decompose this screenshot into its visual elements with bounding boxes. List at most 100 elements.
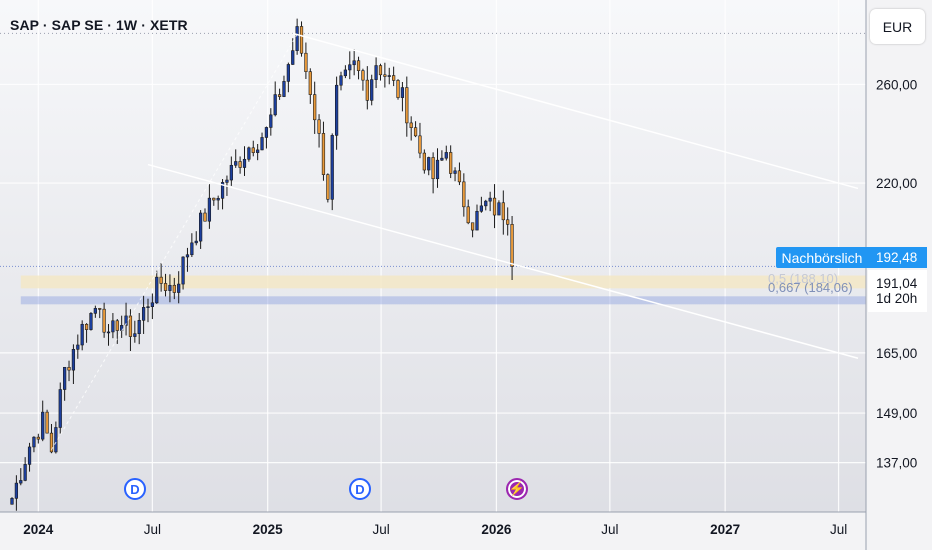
chart-title: SAP · SAP SE · 1W · XETR — [10, 17, 188, 33]
candle — [308, 68, 312, 104]
candle-body-up — [19, 480, 23, 484]
after-hours-label: Nachbörslich — [776, 247, 868, 268]
candle — [418, 122, 422, 159]
candle — [396, 79, 400, 100]
candle-body-up — [137, 320, 141, 334]
y-axis-tick-label: 137,00 — [876, 456, 917, 471]
candle — [405, 76, 409, 137]
candle — [84, 323, 89, 343]
candle-body-down — [313, 94, 317, 121]
candle-body-up — [352, 60, 356, 66]
candle — [172, 277, 176, 300]
candle-body-down — [413, 127, 418, 137]
candle — [23, 457, 27, 482]
candle-body-up — [435, 159, 440, 180]
candle — [317, 114, 321, 148]
candle-body-up — [330, 135, 334, 200]
candle-body-down — [510, 224, 514, 267]
candle-body-down — [470, 222, 475, 231]
candle-body-down — [326, 174, 330, 200]
candle — [295, 18, 299, 55]
candle — [449, 145, 453, 179]
candle — [80, 320, 84, 351]
candle — [58, 382, 62, 434]
candle-body-down — [365, 79, 369, 101]
candle — [260, 132, 264, 151]
candle — [470, 222, 475, 238]
candle — [159, 262, 163, 292]
candle — [427, 156, 431, 176]
candle-body-up — [76, 344, 80, 350]
x-axis-tick-label: 2026 — [481, 522, 512, 537]
candle-body-down — [396, 80, 400, 98]
x-axis-tick-label: 2025 — [253, 522, 284, 537]
dividend-event-icon[interactable]: D — [124, 478, 146, 500]
candle-body-up — [124, 315, 128, 326]
trendlines — [51, 32, 859, 451]
candle — [264, 126, 269, 149]
candle-body-up — [282, 81, 286, 97]
candle-body-up — [168, 284, 172, 291]
candle — [49, 423, 54, 454]
candle-body-up — [225, 179, 229, 183]
candle-body-down — [251, 147, 255, 153]
candle — [146, 298, 150, 323]
candle-body-down — [159, 276, 163, 284]
x-axis-tick-label: Jul — [830, 522, 847, 537]
candle-body-up — [58, 389, 62, 428]
candle — [343, 65, 348, 79]
candle — [181, 256, 185, 290]
candle-body-down — [462, 181, 466, 208]
candle — [89, 312, 93, 331]
earnings-event-icon[interactable]: ⚡ — [506, 478, 528, 500]
candle — [453, 167, 457, 182]
candle-body-up — [286, 64, 290, 82]
candle — [326, 173, 330, 203]
candle — [238, 156, 242, 174]
candle-body-up — [247, 147, 251, 160]
candle-body-up — [295, 26, 299, 51]
countdown: 1d 20h — [876, 291, 918, 306]
candle-body-up — [80, 323, 84, 346]
candle-body-up — [475, 210, 479, 231]
candle — [479, 196, 483, 213]
candle-body-down — [405, 87, 409, 124]
candle-body-up — [32, 436, 36, 448]
candle-body-down — [212, 197, 216, 201]
candle-body-up — [207, 197, 212, 222]
candle-body-up — [343, 69, 348, 77]
candle — [106, 324, 111, 346]
currency-button[interactable]: EUR — [870, 9, 925, 44]
candle — [194, 231, 198, 246]
candle-body-up — [374, 65, 378, 80]
candle-body-up — [256, 149, 260, 153]
candle — [361, 68, 365, 91]
candle — [98, 307, 102, 319]
candle — [256, 143, 260, 161]
candle — [111, 313, 115, 339]
candle — [133, 320, 137, 343]
candle — [506, 207, 510, 236]
candle — [54, 421, 58, 454]
candle-body-down — [356, 60, 361, 71]
candle-body-down — [84, 323, 89, 330]
candle — [45, 409, 49, 434]
candle-body-up — [89, 313, 93, 330]
candle — [440, 150, 444, 161]
x-axis-bg — [0, 512, 932, 550]
candle — [234, 149, 238, 168]
candle-body-down — [36, 436, 40, 440]
candle-body-down — [98, 308, 102, 310]
candle — [444, 145, 448, 161]
candle — [14, 475, 19, 511]
candle — [242, 146, 247, 176]
candle-body-up — [155, 276, 159, 304]
candle — [41, 400, 45, 442]
candle-body-down — [392, 75, 396, 81]
dividend-event-icon[interactable]: D — [349, 478, 371, 500]
candle-body-up — [106, 331, 111, 334]
last-price: 191,04 — [876, 276, 918, 291]
candle — [457, 162, 462, 186]
candle — [422, 149, 426, 174]
grid — [0, 32, 866, 34]
